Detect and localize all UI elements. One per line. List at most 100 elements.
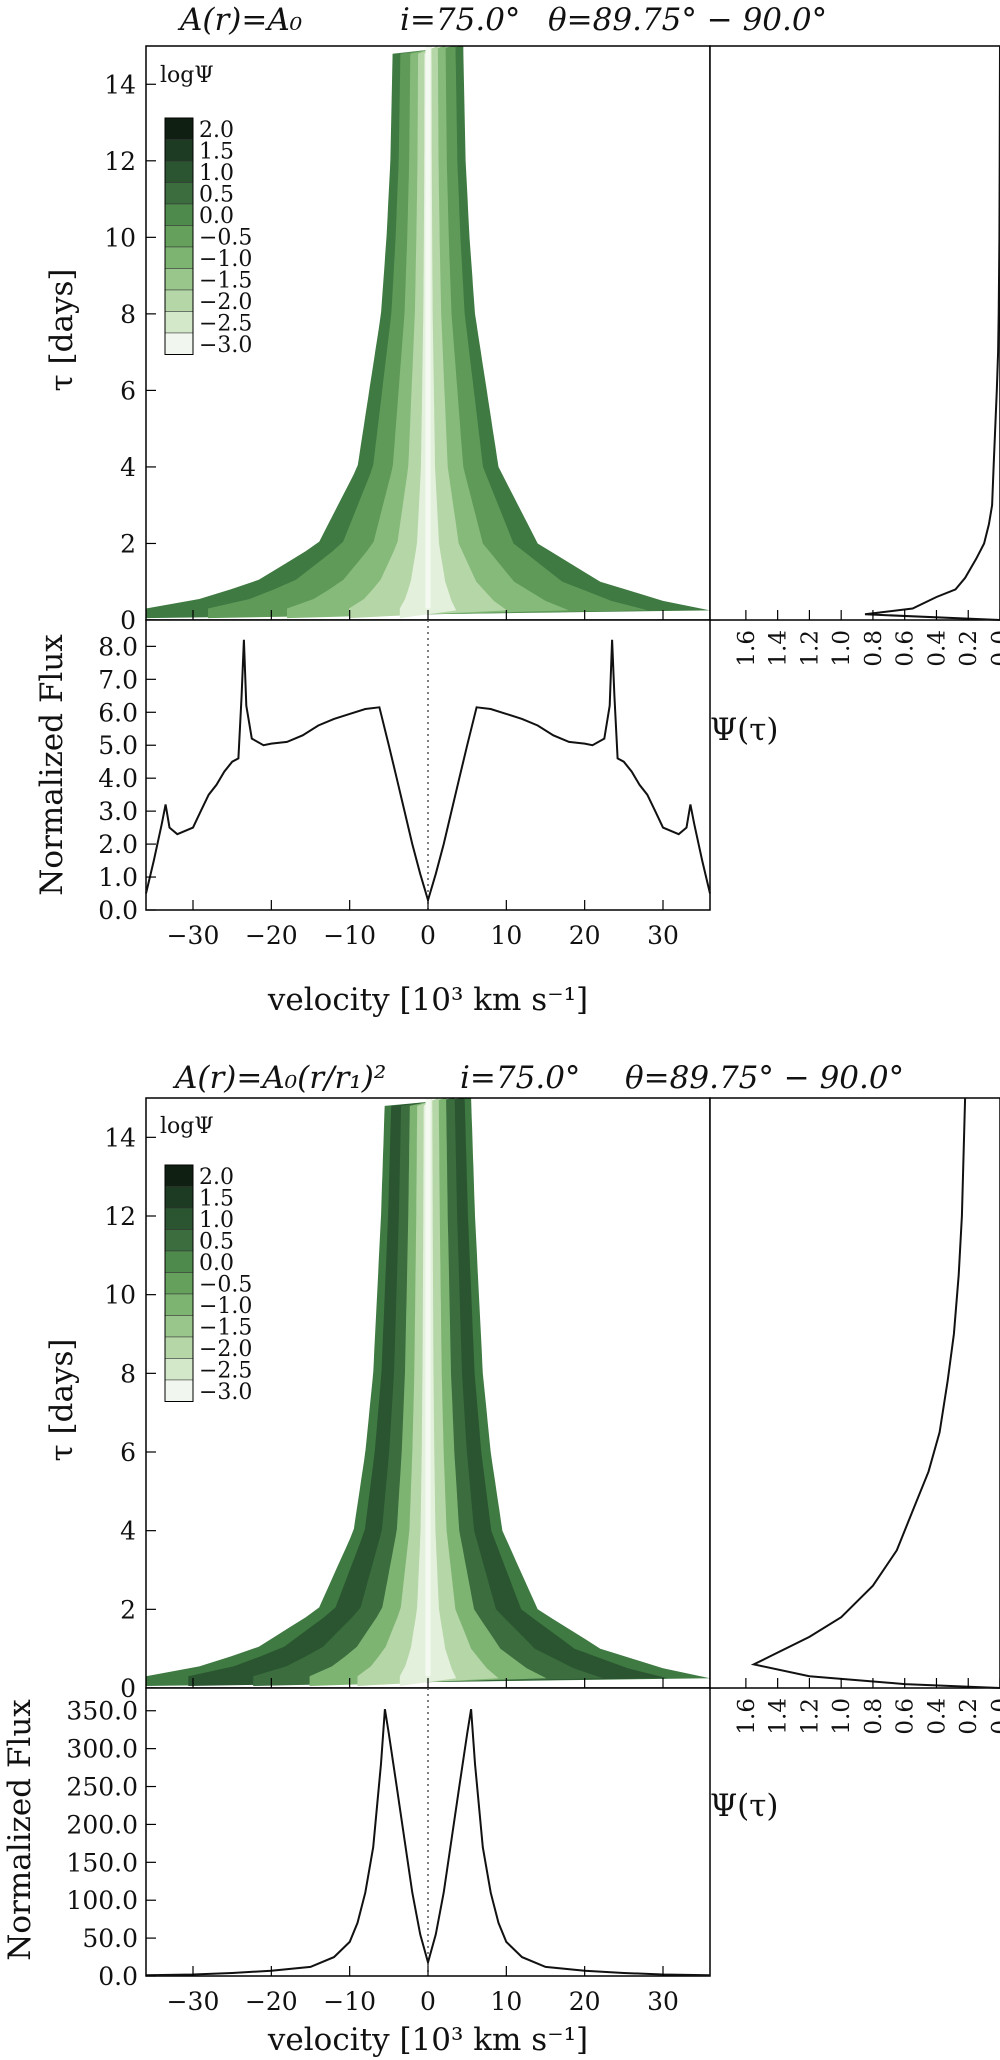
psi-tick-label: 0.8 <box>861 1698 887 1735</box>
colorbar-tick-label: 1.0 <box>199 1208 234 1233</box>
flux-tick-label: 2.0 <box>98 830 138 859</box>
colorbar-frame <box>164 117 194 355</box>
velocity-tick-label: −30 <box>167 1987 220 2016</box>
colorbar-ticks: 2.01.51.00.50.0−0.5−1.0−1.5−2.0−2.5−3.0 <box>199 1165 252 1405</box>
tau-tick-label: 2 <box>120 529 136 558</box>
flux-tick-label: 300.0 <box>66 1735 138 1764</box>
colorbar-tick-label: −0.5 <box>199 225 252 250</box>
colorbar-frame <box>164 1164 194 1402</box>
psi-axis-label: Ψ(τ) <box>710 1788 779 1824</box>
velocity-tick-label: 30 <box>647 1987 679 2016</box>
colorbar-cell <box>164 1250 194 1273</box>
tau-axis-label: τ [days] <box>44 269 80 392</box>
colorbar-tick-label: −1.0 <box>199 1294 252 1319</box>
colorbar-cells <box>164 117 194 355</box>
flux-curve <box>145 1709 711 1977</box>
colorbar-title: logΨ <box>160 63 214 88</box>
flux-tick-label: 50.0 <box>82 1924 138 1953</box>
psi-tick-label: 0.0 <box>988 630 1000 667</box>
tau-axis-ticks: 0 2 4 6 8 10 12 14 <box>104 70 720 635</box>
psi-curve <box>750 1097 1000 1689</box>
velocity-tick-label: 0 <box>420 921 436 950</box>
tau-tick-label: 14 <box>104 1123 136 1152</box>
colorbar-tick-label: −1.0 <box>199 247 252 272</box>
velocity-tick-label: −20 <box>245 921 298 950</box>
psi-tick-label: 0.6 <box>893 630 919 667</box>
colorbar-cell <box>164 225 194 248</box>
colorbar-tick-label: −2.0 <box>199 290 252 315</box>
tau-tick-label: 12 <box>104 1202 136 1231</box>
flux-panel: 0.0 1.0 2.0 3.0 4.0 5.0 6.0 7.0 8.0 −30 −20 −10 0 10… <box>34 610 711 1018</box>
velocity-tick-label: −30 <box>167 921 220 950</box>
flux-tick-label: 0.0 <box>98 1962 138 1991</box>
colorbar-tick-label: −2.5 <box>199 311 252 336</box>
psi-tick-label: 1.0 <box>829 630 855 667</box>
velocity-tick-label: −20 <box>245 1987 298 2016</box>
tau-tick-label: 14 <box>104 70 136 99</box>
figure-panel-top: A(r)=A₀ i=75.0° θ=89.75° − 90.0° 0 2 4 6 8 10… <box>34 2 1000 1018</box>
title: A(r)=A₀ i=75.0° θ=89.75° − 90.0° <box>177 2 827 38</box>
colorbar-cell <box>164 1186 194 1209</box>
flux-tick-label: 150.0 <box>66 1848 138 1877</box>
tau-tick-label: 4 <box>120 1517 136 1546</box>
colorbar-ticks: 2.01.51.00.50.0−0.5−1.0−1.5−2.0−2.5−3.0 <box>199 118 252 358</box>
title-part: i=75.0° <box>400 2 520 38</box>
psi-tick-label: 1.0 <box>829 1698 855 1735</box>
colorbar-tick-label: 2.0 <box>199 1165 234 1190</box>
tau-tick-label: 8 <box>120 1359 136 1388</box>
colorbar-cell <box>164 1379 194 1402</box>
colorbar-tick-label: 1.0 <box>199 161 234 186</box>
colorbar-tick-label: 0.5 <box>199 1229 234 1254</box>
velocity-tick-label: 0 <box>420 1987 436 2016</box>
flux-axis-label: Normalized Flux <box>2 1699 38 1961</box>
tau-axis-ticks: 0 2 4 6 8 10 12 14 <box>104 1123 720 1703</box>
psi-tick-label: 0.4 <box>924 1698 950 1735</box>
colorbar-tick-label: 0.0 <box>199 1251 234 1276</box>
flux-tick-label: 250.0 <box>66 1773 138 1802</box>
psi-tick-label: 0.8 <box>861 630 887 667</box>
tau-tick-label: 6 <box>120 1438 136 1467</box>
colorbar-tick-label: −2.5 <box>199 1358 252 1383</box>
psi-tick-label: 0.2 <box>956 630 982 667</box>
psi-tick-label: 1.2 <box>797 1698 823 1735</box>
colorbar-tick-label: −1.5 <box>199 268 252 293</box>
colorbar-cell <box>164 117 194 140</box>
colorbar-tick-label: −1.5 <box>199 1315 252 1340</box>
colorbar-cell <box>164 160 194 183</box>
colorbar-cell <box>164 332 194 355</box>
colorbar-cell <box>164 1164 194 1187</box>
velocity-tick-label: 30 <box>647 921 679 950</box>
title-part: i=75.0° <box>460 1060 580 1096</box>
colorbar-cell <box>164 289 194 312</box>
velocity-tick-label: −10 <box>323 921 376 950</box>
velocity-axis-ticks: −30 −20 −10 0 10 20 30 <box>167 1678 679 2016</box>
tau-axis-label: τ [days] <box>44 1339 80 1462</box>
colorbar-cells <box>164 1164 194 1402</box>
psi-tick-label: 1.6 <box>734 1698 760 1735</box>
psi-frame <box>709 45 1000 621</box>
psi-tick-label: 1.4 <box>766 1698 792 1735</box>
title-part: θ=89.75° − 90.0° <box>625 1060 904 1096</box>
psi-axis-ticks: 1.6 1.4 1.2 1.0 0.8 0.6 0.4 0.2 0.0 <box>734 610 1000 667</box>
flux-tick-label: 100.0 <box>66 1886 138 1915</box>
colorbar-tick-label: 0.0 <box>199 204 234 229</box>
transfer-function-map: 0 2 4 6 8 10 12 14 <box>104 1097 720 1703</box>
psi-axis-ticks: 1.6 1.4 1.2 1.0 0.8 0.6 0.4 0.2 0.0 <box>734 1678 1000 1735</box>
transfer-function-map: 0 2 4 6 8 10 12 14 <box>104 45 720 635</box>
colorbar-cell <box>164 203 194 226</box>
flux-tick-label: 3.0 <box>98 797 138 826</box>
colorbar-cell <box>164 246 194 269</box>
velocity-tick-label: 10 <box>490 1987 522 2016</box>
colorbar-cell <box>164 139 194 162</box>
tau-tick-label: 12 <box>104 147 136 176</box>
psi-frame <box>709 1097 1000 1689</box>
flux-tick-label: 1.0 <box>98 863 138 892</box>
colorbar-cell <box>164 1336 194 1359</box>
colorbar: logΨ 2.01.51.00.50.0−0.5−1.0−1.5−2.0−2.5… <box>160 1114 252 1405</box>
colorbar-cell <box>164 1315 194 1338</box>
velocity-tick-label: 20 <box>569 921 601 950</box>
title-part: θ=89.75° − 90.0° <box>548 2 827 38</box>
colorbar-cell <box>164 1207 194 1230</box>
colorbar-tick-label: −3.0 <box>199 333 252 358</box>
colorbar-cell <box>164 1358 194 1381</box>
